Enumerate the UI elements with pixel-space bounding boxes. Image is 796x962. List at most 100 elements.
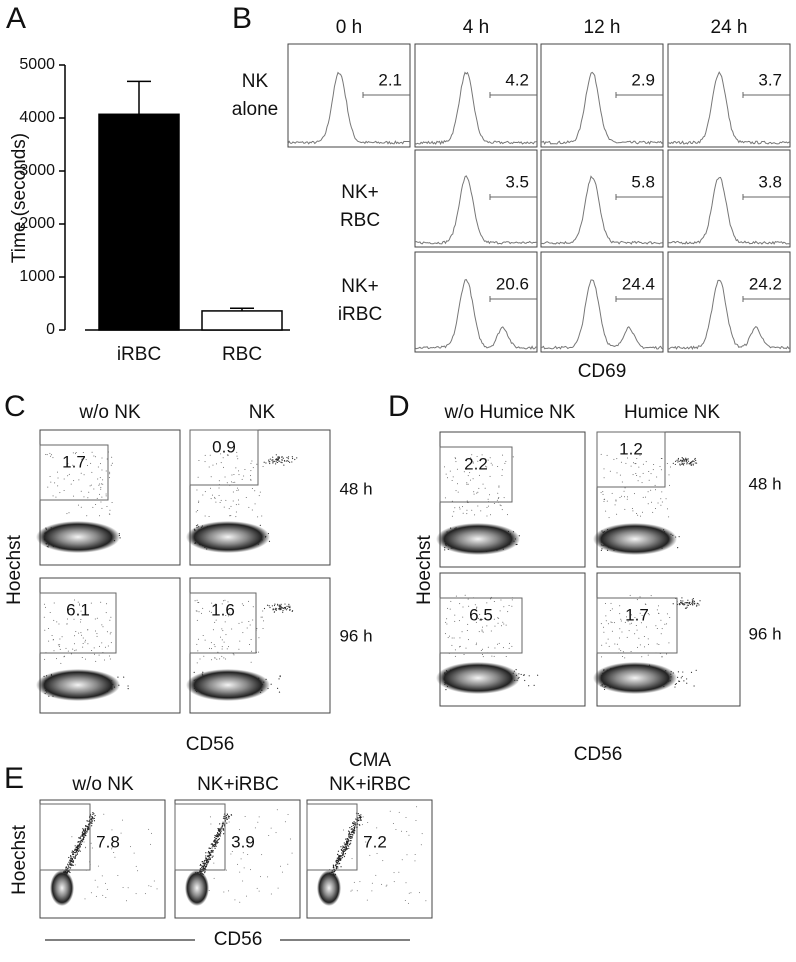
dot [81,491,82,492]
dot [87,828,88,829]
dot [376,827,377,828]
dot [81,507,82,508]
dot [107,631,108,632]
dot [489,494,490,495]
dot [494,619,495,620]
dot [502,509,503,510]
dot [102,484,103,485]
dot [337,854,338,855]
dot [269,541,270,542]
y-tick-label: 0 [46,321,55,338]
dot [406,882,407,883]
dot [250,480,251,481]
population [593,662,677,694]
dot [339,856,340,857]
dot [343,851,344,852]
dot [648,491,649,492]
dot [80,836,81,837]
dot [283,465,284,466]
gate-value: 1.6 [211,600,235,619]
dot [261,854,262,855]
dot [211,498,212,499]
dot [67,870,68,871]
dot [123,887,124,888]
dot [105,883,106,884]
dot [619,613,620,614]
row-label: 96 h [339,626,372,645]
dot [653,464,654,465]
dot [372,883,373,884]
dot [150,844,151,845]
dot [394,881,395,882]
dot [513,456,514,457]
dot [667,463,668,464]
dot [214,622,215,623]
column-header: w/o NK [71,774,134,795]
dot [502,469,503,470]
dot [453,511,454,512]
dot [462,631,463,632]
dot [337,866,338,867]
dot [335,864,336,865]
dot [620,475,621,476]
dot [206,858,207,859]
dot [275,463,276,464]
dot [282,460,283,461]
dot [226,822,227,823]
dot [80,837,81,838]
dot [79,841,80,842]
dot [681,677,682,678]
dot [248,621,249,622]
dot [637,630,638,631]
dot [53,650,54,651]
dot [259,891,260,892]
dot [219,480,220,481]
dot [214,644,215,645]
dot [633,462,634,463]
dot [198,460,199,461]
gate [40,804,90,870]
dot [218,839,219,840]
dot [88,824,89,825]
dot [206,862,207,863]
dot [272,609,273,610]
dot [646,627,647,628]
dot [657,609,658,610]
dot [71,864,72,865]
dot [468,475,469,476]
dot [239,829,240,830]
dot [352,832,353,833]
dot [91,843,92,844]
dot [353,833,354,834]
dot [80,851,81,852]
dot [210,455,211,456]
dot [122,820,123,821]
dot [643,497,644,498]
dot [206,864,207,865]
dot [87,829,88,830]
dot [612,493,613,494]
dot [696,463,697,464]
dot [102,875,103,876]
dot [445,622,446,623]
dot [194,672,195,673]
dot [465,595,466,596]
dot [74,850,75,851]
dot [516,669,517,670]
dot [419,892,420,893]
dot [480,510,481,511]
dot [237,488,238,489]
dot [634,633,635,634]
dot [203,635,204,636]
dot [349,827,350,828]
dot [655,485,656,486]
dot [212,855,213,856]
dot [214,835,215,836]
dot [201,613,202,614]
dot [683,464,684,465]
dot [92,507,93,508]
dot [81,473,82,474]
dot [491,656,492,657]
dot [82,647,83,648]
dot [686,607,687,608]
